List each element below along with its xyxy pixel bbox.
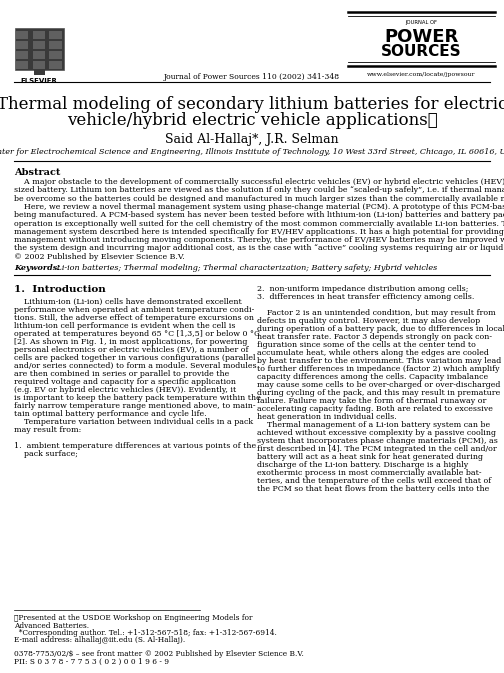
Bar: [17, 61, 29, 69]
Text: Li-ion batteries; Thermal modeling; Thermal characterization; Battery safety; Hy: Li-ion batteries; Thermal modeling; Ther…: [54, 264, 437, 272]
Text: lithium-ion cell performance is evident when the cell is: lithium-ion cell performance is evident …: [14, 322, 235, 330]
Bar: [33, 51, 45, 59]
Text: tions. Still, the adverse effect of temperature excursions on: tions. Still, the adverse effect of temp…: [14, 314, 254, 322]
Text: fairly narrow temperature range mentioned above, to main-: fairly narrow temperature range mentione…: [14, 402, 256, 410]
Text: be overcome so the batteries could be designed and manufactured in much larger s: be overcome so the batteries could be de…: [14, 194, 504, 203]
Text: personal electronics or electric vehicles (EV), a number of: personal electronics or electric vehicle…: [14, 346, 248, 354]
Text: PII: S 0 3 7 8 - 7 7 5 3 ( 0 2 ) 0 0 1 9 6 - 9: PII: S 0 3 7 8 - 7 7 5 3 ( 0 2 ) 0 0 1 9…: [14, 658, 169, 666]
Text: ★Presented at the USDOE Workshop on Engineering Models for: ★Presented at the USDOE Workshop on Engi…: [14, 614, 253, 622]
Bar: [49, 61, 61, 69]
Text: cells are packed together in various configurations (parallel: cells are packed together in various con…: [14, 354, 256, 362]
Text: *Corresponding author. Tel.: +1-312-567-518; fax: +1-312-567-6914.: *Corresponding author. Tel.: +1-312-567-…: [14, 629, 277, 637]
Text: exothermic process in most commercially available bat-: exothermic process in most commercially …: [257, 469, 481, 477]
Text: operated at temperatures beyond 65 °C [1,3,5] or below 0 °C: operated at temperatures beyond 65 °C [1…: [14, 330, 260, 338]
Bar: [49, 41, 61, 49]
Text: E-mail address: alhallaj@iit.edu (S. Al-Hallaj).: E-mail address: alhallaj@iit.edu (S. Al-…: [14, 637, 185, 645]
Text: is important to keep the battery pack temperature within the: is important to keep the battery pack te…: [14, 394, 261, 402]
Text: A major obstacle to the development of commercially successful electric vehicles: A major obstacle to the development of c…: [14, 178, 504, 186]
Text: first described in [4]. The PCM integrated in the cell and/or: first described in [4]. The PCM integrat…: [257, 445, 497, 453]
Bar: [49, 31, 61, 39]
Bar: [17, 31, 29, 39]
Text: achieved without excessive complexity by a passive cooling: achieved without excessive complexity by…: [257, 429, 496, 437]
Text: Abstract: Abstract: [14, 168, 60, 177]
Text: ELSEVIER: ELSEVIER: [21, 78, 57, 84]
Text: © 2002 Published by Elsevier Science B.V.: © 2002 Published by Elsevier Science B.V…: [14, 252, 185, 260]
Text: www.elsevier.com/locate/jpowsour: www.elsevier.com/locate/jpowsour: [367, 72, 475, 77]
Text: being manufactured. A PCM-based system has never been tested before with lithium: being manufactured. A PCM-based system h…: [14, 211, 504, 219]
Text: pack surface;: pack surface;: [14, 450, 78, 458]
Text: heat transfer rate. Factor 3 depends strongly on pack con-: heat transfer rate. Factor 3 depends str…: [257, 333, 492, 341]
Text: Thermal modeling of secondary lithium batteries for electric: Thermal modeling of secondary lithium ba…: [0, 96, 504, 113]
Text: management system described here is intended specifically for EV/HEV application: management system described here is inte…: [14, 227, 504, 236]
Text: 2.  non-uniform impedance distribution among cells;: 2. non-uniform impedance distribution am…: [257, 285, 468, 293]
Text: POWER: POWER: [384, 28, 458, 46]
Bar: [49, 51, 61, 59]
Text: accumulate heat, while others along the edges are cooled: accumulate heat, while others along the …: [257, 349, 489, 357]
Bar: [17, 41, 29, 49]
Bar: [17, 51, 29, 59]
Text: battery will act as a heat sink for heat generated during: battery will act as a heat sink for heat…: [257, 453, 483, 461]
Text: failure. Failure may take the form of thermal runaway or: failure. Failure may take the form of th…: [257, 397, 486, 405]
Text: figuration since some of the cells at the center tend to: figuration since some of the cells at th…: [257, 341, 476, 349]
Text: Journal of Power Sources 110 (2002) 341-348: Journal of Power Sources 110 (2002) 341-…: [164, 73, 340, 81]
Text: 1.  Introduction: 1. Introduction: [14, 285, 106, 294]
Text: tain optimal battery performance and cycle life.: tain optimal battery performance and cyc…: [14, 410, 207, 418]
Text: Center for Electrochemical Science and Engineering, Illinois Institute of Techno: Center for Electrochemical Science and E…: [0, 148, 504, 156]
Text: JOURNAL OF: JOURNAL OF: [405, 20, 437, 25]
Text: discharge of the Li-ion battery. Discharge is a highly: discharge of the Li-ion battery. Dischar…: [257, 461, 468, 469]
Bar: [33, 41, 45, 49]
Text: performance when operated at ambient temperature condi-: performance when operated at ambient tem…: [14, 306, 254, 314]
Text: defects in quality control. However, it may also develop: defects in quality control. However, it …: [257, 317, 480, 325]
Text: heat generation in individual cells.: heat generation in individual cells.: [257, 413, 397, 421]
Text: 1.  ambient temperature differences at various points of the: 1. ambient temperature differences at va…: [14, 442, 256, 450]
Bar: [34, 67, 45, 75]
Text: capacity differences among the cells. Capacity imbalance: capacity differences among the cells. Ca…: [257, 373, 488, 381]
Text: vehicle/hybrid electric vehicle applications☆: vehicle/hybrid electric vehicle applicat…: [67, 112, 437, 129]
Bar: [33, 31, 45, 39]
Text: operation is exceptionally well suited for the cell chemistry of the most common: operation is exceptionally well suited f…: [14, 219, 504, 227]
Text: to further differences in impedance (factor 2) which amplify: to further differences in impedance (fac…: [257, 365, 499, 373]
Text: 3.  differences in heat transfer efficiency among cells.: 3. differences in heat transfer efficien…: [257, 293, 474, 301]
Text: are then combined in series or parallel to provide the: are then combined in series or parallel …: [14, 370, 229, 378]
Text: sized battery. Lithium ion batteries are viewed as the solution if only they cou: sized battery. Lithium ion batteries are…: [14, 186, 504, 194]
Text: may cause some cells to be over-charged or over-discharged: may cause some cells to be over-charged …: [257, 381, 500, 389]
Text: teries, and the temperature of the cells will exceed that of: teries, and the temperature of the cells…: [257, 477, 491, 485]
Bar: [33, 61, 45, 69]
Text: Keywords:: Keywords:: [14, 264, 60, 272]
Text: SOURCES: SOURCES: [381, 44, 461, 59]
Text: the system design and incurring major additional cost, as is the case with “acti: the system design and incurring major ad…: [14, 244, 504, 252]
Text: and/or series connected) to form a module. Several modules: and/or series connected) to form a modul…: [14, 362, 257, 370]
Text: management without introducing moving components. Thereby, the performance of EV: management without introducing moving co…: [14, 236, 504, 244]
Text: may result from:: may result from:: [14, 426, 81, 434]
Text: [2]. As shown in Fig. 1, in most applications, for powering: [2]. As shown in Fig. 1, in most applica…: [14, 338, 247, 346]
Text: the PCM so that heat flows from the battery cells into the: the PCM so that heat flows from the batt…: [257, 485, 489, 493]
Text: required voltage and capacity for a specific application: required voltage and capacity for a spec…: [14, 378, 236, 386]
Text: Thermal management of a Li-ion battery system can be: Thermal management of a Li-ion battery s…: [257, 421, 490, 429]
Text: by heat transfer to the environment. This variation may lead: by heat transfer to the environment. Thi…: [257, 357, 501, 365]
Text: system that incorporates phase change materials (PCM), as: system that incorporates phase change ma…: [257, 437, 498, 445]
Text: Said Al-Hallaj*, J.R. Selman: Said Al-Hallaj*, J.R. Selman: [165, 133, 339, 146]
Text: Lithium-ion (Li-ion) cells have demonstrated excellent: Lithium-ion (Li-ion) cells have demonstr…: [14, 298, 242, 306]
Text: 0378-7753/02/$ – see front matter © 2002 Published by Elsevier Science B.V.: 0378-7753/02/$ – see front matter © 2002…: [14, 650, 304, 658]
Text: Here, we review a novel thermal management system using phase-change material (P: Here, we review a novel thermal manageme…: [14, 203, 504, 211]
Text: Temperature variation between individual cells in a pack: Temperature variation between individual…: [14, 418, 253, 426]
FancyBboxPatch shape: [15, 28, 64, 70]
Text: Advanced Batteries.: Advanced Batteries.: [14, 621, 89, 629]
Text: accelerating capacity fading. Both are related to excessive: accelerating capacity fading. Both are r…: [257, 405, 493, 413]
Text: during operation of a battery pack, due to differences in local: during operation of a battery pack, due …: [257, 325, 504, 333]
Text: (e.g. EV or hybrid electric vehicles (HEV)). Evidently, it: (e.g. EV or hybrid electric vehicles (HE…: [14, 386, 236, 394]
Text: Factor 2 is an unintended condition, but may result from: Factor 2 is an unintended condition, but…: [257, 309, 496, 317]
Text: during cycling of the pack, and this may result in premature: during cycling of the pack, and this may…: [257, 389, 500, 397]
